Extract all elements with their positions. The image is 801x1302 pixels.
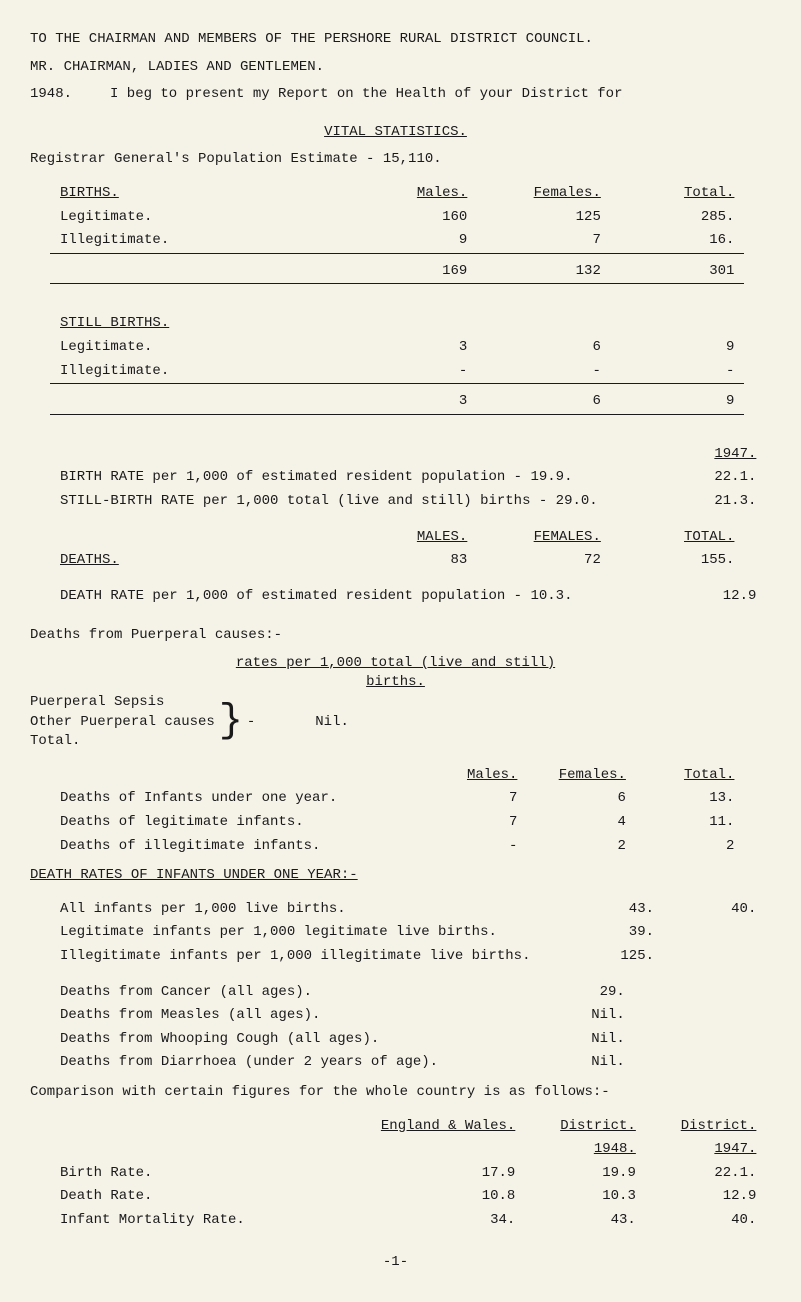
col-females: Females. <box>477 182 611 206</box>
table-row: Deaths from Measles (all ages).Nil. <box>50 1004 635 1028</box>
table-row: Deaths of illegitimate infants. - 2 2 <box>50 835 744 859</box>
table-row: DEATH RATE per 1,000 of estimated reside… <box>50 585 766 609</box>
table-row: All infants per 1,000 live births. 43. 4… <box>50 898 766 922</box>
puerperal-other: Other Puerperal causes <box>30 713 215 733</box>
table-row: Illegitimate. 9 7 16. <box>50 229 744 253</box>
infant-rates-table: All infants per 1,000 live births. 43. 4… <box>50 898 766 969</box>
births-heading: BIRTHS. <box>50 182 344 206</box>
rates-table: 1947. BIRTH RATE per 1,000 of estimated … <box>50 443 766 514</box>
comparison-table: England & Wales. District. District. 194… <box>50 1115 766 1233</box>
table-row: BIRTH RATE per 1,000 of estimated reside… <box>50 466 766 490</box>
puerperal-group: Puerperal Sepsis Other Puerperal causes … <box>30 693 761 752</box>
table-row: Legitimate infants per 1,000 legitimate … <box>50 921 766 945</box>
puerperal-sub: rates per 1,000 total (live and still) <box>236 655 555 671</box>
table-row: Deaths of Infants under one year. 7 6 13… <box>50 787 744 811</box>
table-row: 169 132 301 <box>50 260 744 284</box>
table-row: Illegitimate infants per 1,000 illegitim… <box>50 945 766 969</box>
table-row: Deaths from Diarrhoea (under 2 years of … <box>50 1051 635 1075</box>
table-row: Legitimate. 160 125 285. <box>50 206 744 230</box>
page-number: -1- <box>30 1253 761 1273</box>
col-males: Males. <box>344 182 478 206</box>
comparison-intro: Comparison with certain figures for the … <box>30 1083 761 1103</box>
infant-deaths-table: Males. Females. Total. Deaths of Infants… <box>50 764 744 858</box>
death-rate-table: DEATH RATE per 1,000 of estimated reside… <box>50 585 766 609</box>
deaths-heading: DEATHS. <box>50 549 344 573</box>
vital-statistics-heading: VITAL STATISTICS. <box>324 124 467 140</box>
col-total: Total. <box>611 182 745 206</box>
still-births-heading: STILL BIRTHS. <box>50 312 744 336</box>
table-row: Infant Mortality Rate. 34. 43. 40. <box>50 1209 766 1233</box>
table-row: 3 6 9 <box>50 390 744 414</box>
brace-icon: } <box>219 704 243 740</box>
births-table: BIRTHS. Males. Females. Total. Legitimat… <box>50 182 744 290</box>
header-line-2: MR. CHAIRMAN, LADIES AND GENTLEMEN. <box>30 58 761 78</box>
table-row: Deaths of legitimate infants. 7 4 11. <box>50 811 744 835</box>
registrar-line: Registrar General's Population Estimate … <box>30 150 761 170</box>
still-births-table: STILL BIRTHS. Legitimate. 3 6 9 Illegiti… <box>50 312 744 420</box>
header-line-1: TO THE CHAIRMAN AND MEMBERS OF THE PERSH… <box>30 30 761 50</box>
table-row: Illegitimate. - - - <box>50 360 744 384</box>
table-row: Deaths from Cancer (all ages).29. <box>50 981 635 1005</box>
infant-rates-heading: DEATH RATES OF INFANTS UNDER ONE YEAR:- <box>30 866 761 886</box>
puerperal-sepsis: Puerperal Sepsis <box>30 693 215 713</box>
cause-deaths-table: Deaths from Cancer (all ages).29. Deaths… <box>50 981 635 1075</box>
year-1948: 1948. <box>30 85 90 105</box>
puerperal-value: Nil. <box>315 713 349 733</box>
table-row: Legitimate. 3 6 9 <box>50 336 744 360</box>
intro-text: I beg to present my Report on the Health… <box>90 85 761 105</box>
table-row: DEATHS. 83 72 155. <box>50 549 744 573</box>
table-row: Deaths from Whooping Cough (all ages).Ni… <box>50 1028 635 1052</box>
year-1947: 1947. <box>657 443 766 467</box>
table-row: Birth Rate. 17.9 19.9 22.1. <box>50 1162 766 1186</box>
deaths-table: MALES. FEMALES. TOTAL. DEATHS. 83 72 155… <box>50 526 744 573</box>
table-row: STILL-BIRTH RATE per 1,000 total (live a… <box>50 490 766 514</box>
puerperal-total: Total. <box>30 732 215 752</box>
puerperal-sub2: births. <box>366 674 425 690</box>
puerperal-heading: Deaths from Puerperal causes:- <box>30 626 761 646</box>
table-row: Death Rate. 10.8 10.3 12.9 <box>50 1185 766 1209</box>
